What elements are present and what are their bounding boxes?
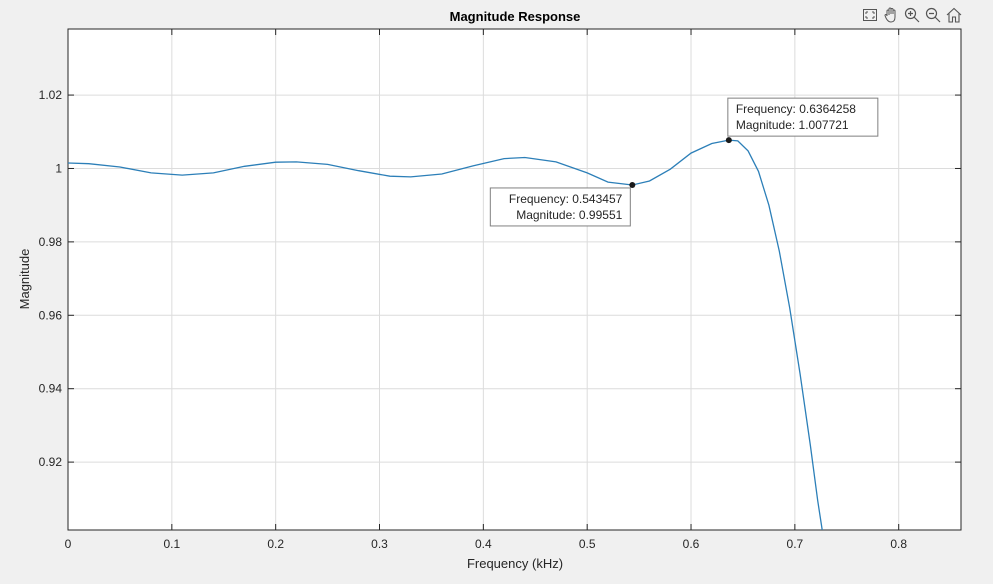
y-tick-label: 0.92 <box>39 455 63 469</box>
x-tick-label: 0.2 <box>267 537 284 551</box>
axes-box <box>67 28 962 531</box>
datatip-magnitude: Magnitude: 0.99551 <box>516 208 622 222</box>
x-tick-label: 0 <box>65 537 72 551</box>
home-icon[interactable] <box>945 6 963 24</box>
datatip-magnitude: Magnitude: 1.007721 <box>736 118 849 132</box>
y-tick-label: 1.02 <box>39 88 63 102</box>
x-tick-label: 0.1 <box>163 537 180 551</box>
y-tick-label: 1 <box>55 161 62 175</box>
export-icon[interactable] <box>861 6 879 24</box>
chart-title: Magnitude Response <box>450 9 581 24</box>
y-tick-label: 0.96 <box>39 308 63 322</box>
datatip-frequency: Frequency: 0.6364258 <box>736 102 856 116</box>
y-tick-label: 0.98 <box>39 235 63 249</box>
y-tick-label: 0.94 <box>39 382 63 396</box>
datatip-frequency: Frequency: 0.543457 <box>509 192 623 206</box>
datatip-box <box>489 187 631 227</box>
x-tick-label: 0.5 <box>579 537 596 551</box>
x-axis-label: Frequency (kHz) <box>467 556 563 571</box>
x-tick-label: 0.6 <box>683 537 700 551</box>
axes-toolbar <box>861 6 963 24</box>
x-tick-label: 0.8 <box>890 537 907 551</box>
series-line <box>68 139 823 530</box>
pan-hand-icon[interactable] <box>882 6 900 24</box>
y-axis-label: Magnitude <box>17 249 32 310</box>
x-tick-label: 0.4 <box>475 537 492 551</box>
zoom-in-icon[interactable] <box>903 6 921 24</box>
datatip-marker <box>629 181 636 188</box>
zoom-out-icon[interactable] <box>924 6 942 24</box>
x-tick-label: 0.7 <box>787 537 804 551</box>
x-tick-label: 0.3 <box>371 537 388 551</box>
datatip-marker <box>725 137 732 144</box>
datatip-box <box>727 97 879 137</box>
